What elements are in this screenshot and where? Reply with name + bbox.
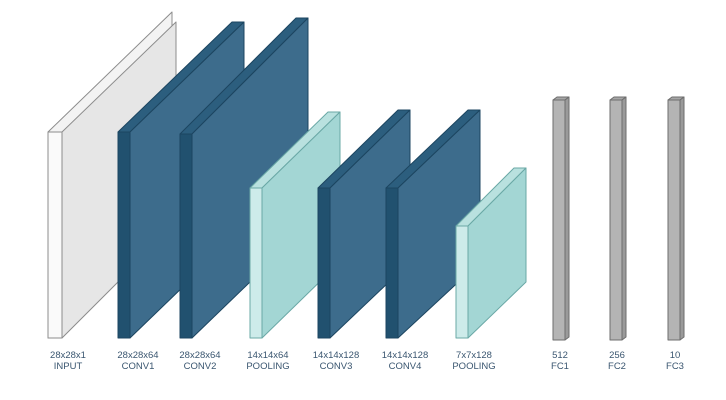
layer-pooling-2-dims: 7x7x128 bbox=[456, 350, 492, 361]
layer-conv3-dims: 14x14x128 bbox=[313, 350, 359, 361]
layer-conv3-name: CONV3 bbox=[320, 361, 353, 372]
layer-pooling-2-side bbox=[455, 225, 469, 339]
layer-input-dims: 28x28x1 bbox=[50, 350, 86, 361]
layer-conv1-side bbox=[117, 131, 131, 339]
layer-conv4-name: CONV4 bbox=[389, 361, 422, 372]
layer-fc2-front bbox=[609, 99, 623, 341]
layer-fc3-dims: 10 bbox=[670, 350, 681, 361]
layer-conv4-side bbox=[385, 187, 399, 339]
layer-pooling-1-dims: 14x14x64 bbox=[247, 350, 288, 361]
layer-conv2-dims: 28x28x64 bbox=[179, 350, 220, 361]
layer-fc2-dims: 256 bbox=[609, 350, 625, 361]
layer-fc3-name: FC3 bbox=[666, 361, 684, 372]
layer-fc1-dims: 512 bbox=[552, 350, 568, 361]
layer-input-side bbox=[47, 131, 63, 339]
layer-fc3-side bbox=[679, 96, 685, 341]
layer-fc1-front bbox=[552, 99, 566, 341]
layer-fc2: 256 FC2 bbox=[608, 96, 627, 372]
layer-pooling-1: 14x14x64 POOLING bbox=[246, 111, 341, 372]
layer-pooling-2-name: POOLING bbox=[452, 361, 495, 372]
layer-pooling-1-name: POOLING bbox=[246, 361, 289, 372]
layer-input-name: INPUT bbox=[54, 361, 83, 372]
layer-pooling-1-side bbox=[249, 187, 263, 339]
layer-fc2-name: FC2 bbox=[608, 361, 626, 372]
layer-conv2-side bbox=[179, 133, 193, 339]
layer-fc1-side bbox=[564, 96, 570, 341]
layer-fc1-name: FC1 bbox=[551, 361, 569, 372]
layer-conv4-dims: 14x14x128 bbox=[382, 350, 428, 361]
layer-pooling-2: 7x7x128 POOLING bbox=[452, 167, 527, 372]
layer-fc1: 512 FC1 bbox=[551, 96, 570, 372]
layer-fc2-side bbox=[621, 96, 627, 341]
layer-fc3: 10 FC3 bbox=[666, 96, 685, 372]
layer-conv1-dims: 28x28x64 bbox=[117, 350, 158, 361]
layer-fc3-front bbox=[667, 99, 681, 341]
layer-conv2: 28x28x64 CONV2 bbox=[179, 17, 309, 372]
layer-conv3-side bbox=[317, 187, 331, 339]
layer-conv1-name: CONV1 bbox=[122, 361, 155, 372]
layer-conv2-name: CONV2 bbox=[184, 361, 217, 372]
